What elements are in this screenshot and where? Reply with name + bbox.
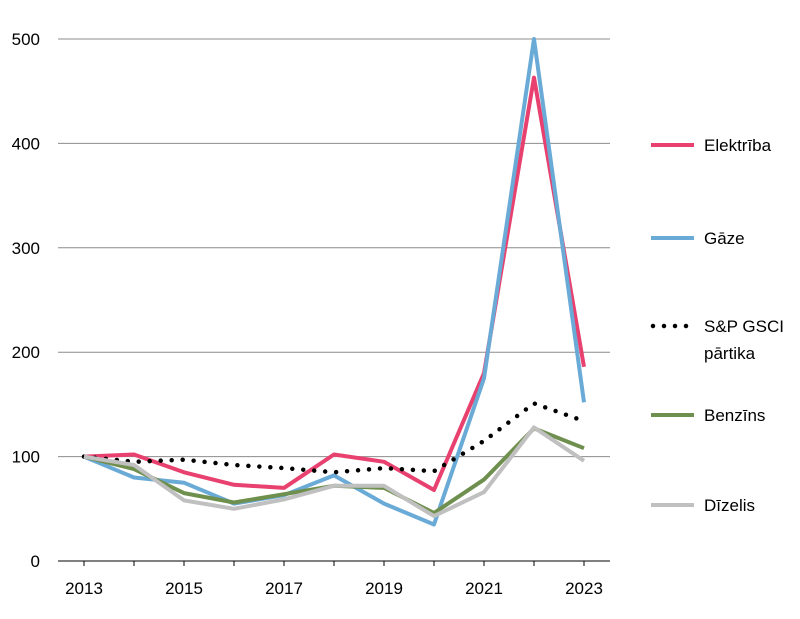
axes: 0 100 200 300 400 500 2013 2015 2017 2019 2021 2023 [12, 30, 610, 598]
y-tick-label: 200 [12, 343, 40, 362]
legend-item: Dīzelis [651, 496, 755, 515]
legend-label: pārtika [704, 344, 756, 363]
series-lines [81, 37, 587, 527]
x-tick-label: 2015 [165, 579, 203, 598]
x-tick-label: 2021 [465, 579, 503, 598]
y-tick-label: 0 [31, 552, 40, 571]
gridlines [58, 38, 610, 458]
x-tick-label: 2023 [565, 579, 603, 598]
series-line-elektr-ba [83, 75, 586, 492]
legend-label: Benzīns [704, 406, 765, 425]
legend-label: Elektrība [704, 136, 772, 155]
y-tick-label: 500 [12, 30, 40, 49]
y-tick-label: 400 [12, 134, 40, 153]
series-line-benz-ns [83, 426, 585, 515]
legend-label: Dīzelis [704, 496, 755, 515]
x-tick-label: 2013 [65, 579, 103, 598]
legend-item: Benzīns [651, 406, 765, 425]
legend: Elektrība Gāze S&P GSCI pārtika Benzīns Dīzel… [650, 136, 784, 515]
series-line-s-p-gsci-p-rtika [81, 401, 587, 475]
y-tick-label: 300 [12, 239, 40, 258]
x-tick-label: 2019 [365, 579, 403, 598]
series-line-g-ze [83, 37, 586, 527]
y-tick-label: 100 [12, 448, 40, 467]
series-line-d-zelis [83, 425, 586, 519]
legend-label: Gāze [704, 229, 745, 248]
legend-item: Gāze [651, 229, 745, 248]
legend-item: Elektrība [651, 136, 772, 155]
legend-label: S&P GSCI [704, 317, 784, 336]
legend-item: S&P GSCI pārtika [650, 317, 784, 363]
x-tick-label: 2017 [265, 579, 303, 598]
